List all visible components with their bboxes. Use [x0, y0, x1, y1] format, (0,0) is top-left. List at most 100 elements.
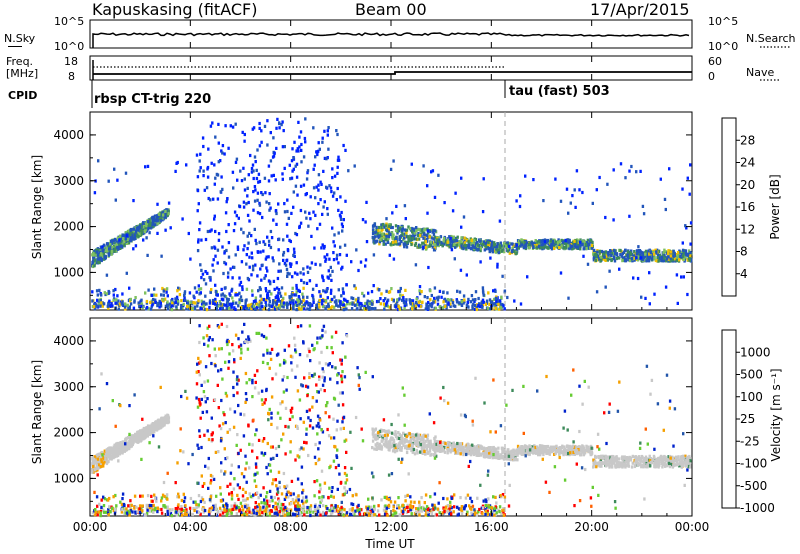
- data-cell: [131, 437, 134, 441]
- data-cell: [302, 286, 305, 290]
- data-cell: [276, 307, 279, 311]
- data-cell: [264, 300, 267, 304]
- data-cell: [590, 243, 594, 248]
- data-cell: [374, 240, 377, 244]
- data-cell: [212, 301, 215, 305]
- data-cell: [164, 304, 168, 308]
- data-cell: [99, 245, 103, 249]
- data-cell: [304, 193, 307, 197]
- data-cell: [245, 306, 249, 311]
- data-cell: [243, 177, 246, 181]
- data-cell: [247, 200, 250, 205]
- data-cell: [132, 199, 135, 203]
- data-cell: [102, 302, 106, 306]
- data-cell: [222, 298, 225, 302]
- data-cell: [315, 303, 318, 307]
- data-cell: [319, 180, 322, 184]
- data-cell: [391, 211, 394, 215]
- data-cell: [424, 452, 427, 456]
- data-cell: [414, 241, 418, 246]
- data-cell: [613, 259, 617, 263]
- data-cell: [282, 238, 285, 242]
- data-cell: [237, 304, 240, 308]
- data-cell: [148, 231, 151, 235]
- data-cell: [598, 464, 601, 468]
- data-cell: [531, 243, 534, 247]
- data-cell: [326, 207, 329, 211]
- data-cell: [627, 461, 630, 465]
- data-cell: [524, 174, 527, 178]
- data-cell: [200, 268, 203, 272]
- data-cell: [433, 235, 437, 239]
- data-cell: [295, 162, 299, 166]
- data-cell: [358, 301, 362, 305]
- data-cell: [344, 304, 347, 308]
- data-cell: [401, 238, 405, 242]
- data-cell: [447, 302, 450, 306]
- data-cell: [127, 447, 131, 451]
- data-cell: [131, 231, 134, 235]
- data-cell: [251, 163, 255, 167]
- data-cell: [411, 230, 414, 234]
- data-cell: [269, 229, 273, 234]
- data-cell: [546, 246, 549, 250]
- data-cell: [365, 200, 368, 204]
- data-cell: [234, 293, 237, 297]
- data-cell: [137, 235, 140, 239]
- data-cell: [268, 280, 272, 284]
- data-cell: [177, 286, 180, 290]
- data-cell: [498, 307, 501, 311]
- data-cell: [240, 227, 243, 231]
- data-cell: [294, 164, 297, 168]
- data-cell: [496, 242, 499, 246]
- data-cell: [108, 452, 112, 456]
- data-cell: [333, 300, 337, 304]
- data-cell: [296, 147, 299, 151]
- data-cell: [112, 449, 115, 453]
- data-cell: [588, 243, 591, 247]
- data-cell: [610, 252, 614, 256]
- data-cell: [675, 258, 679, 263]
- data-cell: [383, 304, 387, 308]
- data-cell: [496, 265, 499, 269]
- data-cell: [228, 306, 231, 310]
- data-cell: [605, 460, 608, 464]
- data-cell: [448, 235, 451, 239]
- data-cell: [432, 228, 435, 232]
- data-cell: [254, 299, 257, 303]
- data-cell: [567, 296, 570, 300]
- data-cell: [587, 246, 591, 250]
- data-cell: [97, 248, 100, 252]
- data-cell: [132, 441, 135, 445]
- data-cell: [536, 240, 539, 244]
- data-cell: [492, 289, 495, 293]
- data-cell: [293, 140, 296, 144]
- data-cell: [226, 275, 230, 279]
- data-cell: [403, 303, 406, 308]
- data-cell: [257, 180, 260, 184]
- data-cell: [302, 298, 305, 303]
- data-cell: [573, 239, 576, 243]
- data-cell: [352, 301, 355, 305]
- data-cell: [258, 240, 261, 244]
- data-cell: [203, 302, 206, 306]
- data-cell: [137, 440, 140, 444]
- data-cell: [640, 295, 643, 299]
- data-cell: [109, 304, 112, 308]
- data-cell: [256, 148, 259, 152]
- data-cell: [247, 173, 250, 177]
- data-cell: [368, 302, 371, 306]
- data-cell: [216, 248, 220, 252]
- data-cell: [401, 229, 404, 233]
- data-cell: [157, 420, 160, 424]
- data-cell: [324, 257, 328, 261]
- data-cell: [430, 228, 433, 232]
- data-cell: [107, 459, 110, 464]
- data-cell: [250, 306, 253, 310]
- data-cell: [644, 249, 648, 253]
- data-cell: [290, 159, 294, 163]
- data-cell: [92, 256, 95, 261]
- data-cell: [515, 199, 518, 203]
- data-cell: [149, 300, 152, 305]
- data-cell: [658, 256, 661, 260]
